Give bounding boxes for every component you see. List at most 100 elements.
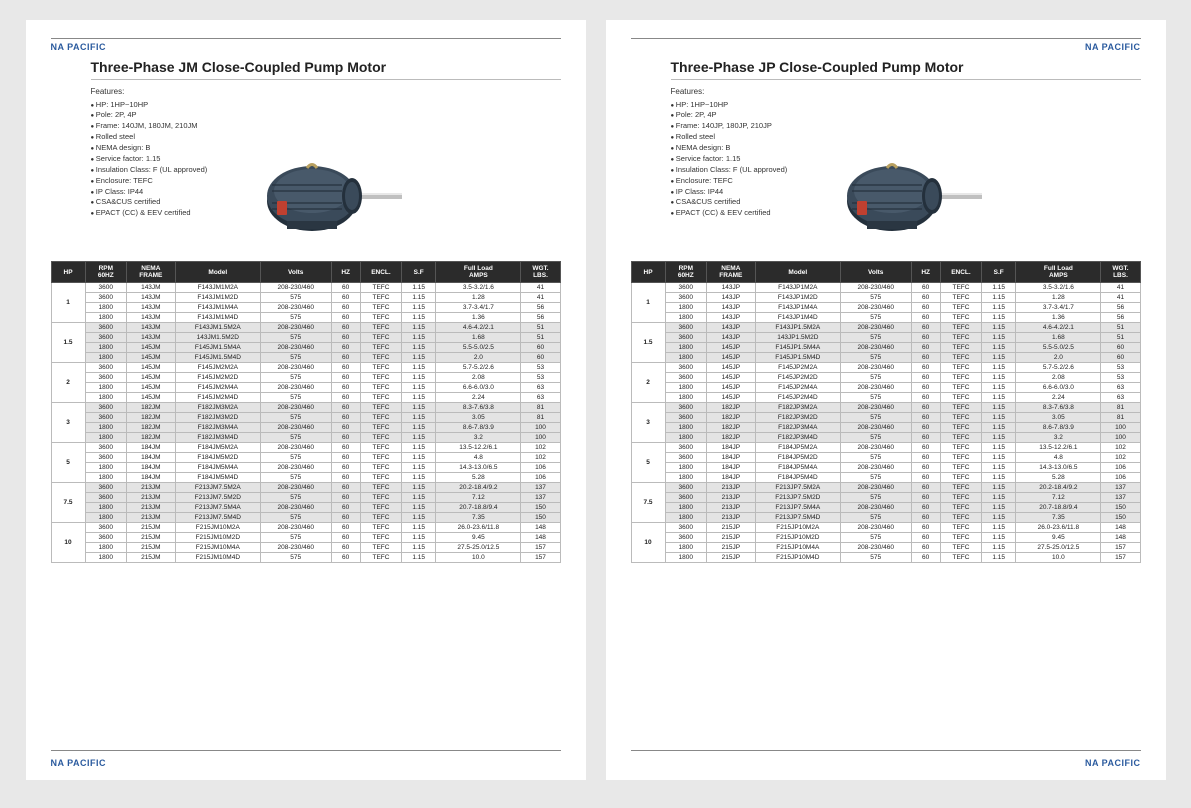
hp-cell: 1 <box>51 283 85 323</box>
spec-row: 1800184JPF184JP5M4D57560TEFC1.155.28106 <box>631 473 1140 483</box>
spec-cell: TEFC <box>940 433 981 443</box>
spec-cell: TEFC <box>940 453 981 463</box>
feature-item: IP Class: IP44 <box>91 187 208 198</box>
spec-cell: 1.15 <box>402 303 436 313</box>
spec-cell: 1800 <box>665 383 706 393</box>
spec-cell: 60 <box>331 333 360 343</box>
spec-row: 3600145JPF145JP2M2D57560TEFC1.152.0853 <box>631 373 1140 383</box>
spec-row: 3600143JMF143JM1M2D57560TEFC1.151.2841 <box>51 293 560 303</box>
spec-cell: TEFC <box>940 523 981 533</box>
spec-cell: 1.15 <box>402 503 436 513</box>
spec-cell: 102 <box>1101 443 1140 453</box>
spec-cell: 182JM <box>126 433 175 443</box>
spec-cell: 3.7-3.4/1.7 <box>1016 303 1101 313</box>
spec-cell: 182JM <box>126 403 175 413</box>
spec-cell: 1800 <box>665 353 706 363</box>
brand-logo: NA PACIFIC <box>51 758 107 768</box>
spec-cell: 60 <box>911 453 940 463</box>
feature-item: HP: 1HP~10HP <box>91 100 208 111</box>
spec-cell: 143JM <box>126 303 175 313</box>
spec-cell: 1.15 <box>402 523 436 533</box>
spec-cell: 213JM <box>126 493 175 503</box>
spec-cell: 575 <box>260 553 331 563</box>
feature-item: Insulation Class: F (UL approved) <box>91 165 208 176</box>
spec-cell: 184JP <box>706 443 755 453</box>
spec-cell: 1.15 <box>982 283 1016 293</box>
spec-cell: 184JM <box>126 473 175 483</box>
spec-cell: 1.15 <box>982 523 1016 533</box>
col-header: RPM60HZ <box>665 262 706 283</box>
feature-item: HP: 1HP~10HP <box>671 100 788 111</box>
spec-cell: 7.12 <box>1016 493 1101 503</box>
spec-cell: 184JM <box>126 453 175 463</box>
spec-table: HPRPM60HZNEMAFRAMEModelVoltsHZENCL.S.FFu… <box>51 261 561 563</box>
spec-cell: 1.15 <box>982 533 1016 543</box>
spec-cell: 208-230/460 <box>260 443 331 453</box>
spec-cell: 575 <box>840 453 911 463</box>
spec-cell: 182JP <box>706 433 755 443</box>
spec-cell: 5.7-5.2/2.6 <box>436 363 521 373</box>
spec-cell: 100 <box>1101 423 1140 433</box>
spec-row: 3600213JPF213JP7.5M2D57560TEFC1.157.1213… <box>631 493 1140 503</box>
spec-cell: 13.5-12.2/6.1 <box>436 443 521 453</box>
col-header: S.F <box>982 262 1016 283</box>
spec-row: 53600184JMF184JM5M2A208-230/46060TEFC1.1… <box>51 443 560 453</box>
spec-cell: 63 <box>521 383 560 393</box>
spec-cell: 575 <box>840 413 911 423</box>
spec-cell: 3.5-3.2/1.6 <box>1016 283 1101 293</box>
spec-cell: 215JP <box>706 553 755 563</box>
spec-row: 3600182JPF182JP3M2D57560TEFC1.153.0581 <box>631 413 1140 423</box>
spec-cell: 3600 <box>85 533 126 543</box>
spec-cell: F145JP1.5M4A <box>755 343 840 353</box>
spec-cell: 1800 <box>85 463 126 473</box>
spec-cell: TEFC <box>360 363 401 373</box>
spec-row: 13600143JMF143JM1M2A208-230/46060TEFC1.1… <box>51 283 560 293</box>
spec-cell: 56 <box>1101 313 1140 323</box>
spec-cell: 60 <box>911 543 940 553</box>
spec-cell: 51 <box>1101 333 1140 343</box>
spec-cell: F215JP10M2A <box>755 523 840 533</box>
spec-row: 3600215JMF215JM10M2D57560TEFC1.159.45148 <box>51 533 560 543</box>
spec-cell: 208-230/460 <box>260 483 331 493</box>
catalog-page: NA PACIFICThree-Phase JM Close-Coupled P… <box>26 20 586 780</box>
spec-cell: 60 <box>911 293 940 303</box>
spec-cell: 60 <box>331 293 360 303</box>
spec-cell: F184JP5M4D <box>755 473 840 483</box>
spec-row: 3600143JM143JM1.5M2D57560TEFC1.151.6851 <box>51 333 560 343</box>
hp-cell: 2 <box>51 363 85 403</box>
spec-row: 3600143JP143JP1.5M2D57560TEFC1.151.6851 <box>631 333 1140 343</box>
spec-cell: F143JP1.5M2A <box>755 323 840 333</box>
spec-row: 103600215JPF215JP10M2A208-230/46060TEFC1… <box>631 523 1140 533</box>
spec-cell: 3600 <box>85 443 126 453</box>
spec-cell: 53 <box>521 363 560 373</box>
spec-cell: 3600 <box>85 453 126 463</box>
spec-cell: 1800 <box>85 543 126 553</box>
spec-cell: 3600 <box>85 483 126 493</box>
spec-cell: 1.15 <box>982 383 1016 393</box>
spec-cell: TEFC <box>940 313 981 323</box>
spec-cell: 575 <box>260 393 331 403</box>
spec-row: 1800215JPF215JP10M4D57560TEFC1.1510.0157 <box>631 553 1140 563</box>
spec-cell: 1.15 <box>402 383 436 393</box>
spec-cell: 208-230/460 <box>260 503 331 513</box>
col-header: Full LoadAMPS <box>436 262 521 283</box>
spec-cell: 208-230/460 <box>260 423 331 433</box>
spec-cell: F145JP2M2D <box>755 373 840 383</box>
spec-cell: 60 <box>911 333 940 343</box>
features-header: Features: <box>91 86 208 98</box>
col-header: ENCL. <box>940 262 981 283</box>
spec-cell: F182JM3M4D <box>175 433 260 443</box>
hp-cell: 3 <box>631 403 665 443</box>
spec-cell: 60 <box>911 363 940 373</box>
spec-cell: 1800 <box>85 303 126 313</box>
spec-cell: 60 <box>911 533 940 543</box>
spec-cell: TEFC <box>940 293 981 303</box>
spec-cell: 208-230/460 <box>840 463 911 473</box>
feature-item: CSA&CUS certified <box>671 197 788 208</box>
spec-cell: 208-230/460 <box>260 463 331 473</box>
spec-row: 1800213JMF213JM7.5M4A208-230/46060TEFC1.… <box>51 503 560 513</box>
spec-cell: 1800 <box>665 343 706 353</box>
spec-cell: 208-230/460 <box>840 543 911 553</box>
spec-cell: 60 <box>911 303 940 313</box>
spec-cell: TEFC <box>360 513 401 523</box>
